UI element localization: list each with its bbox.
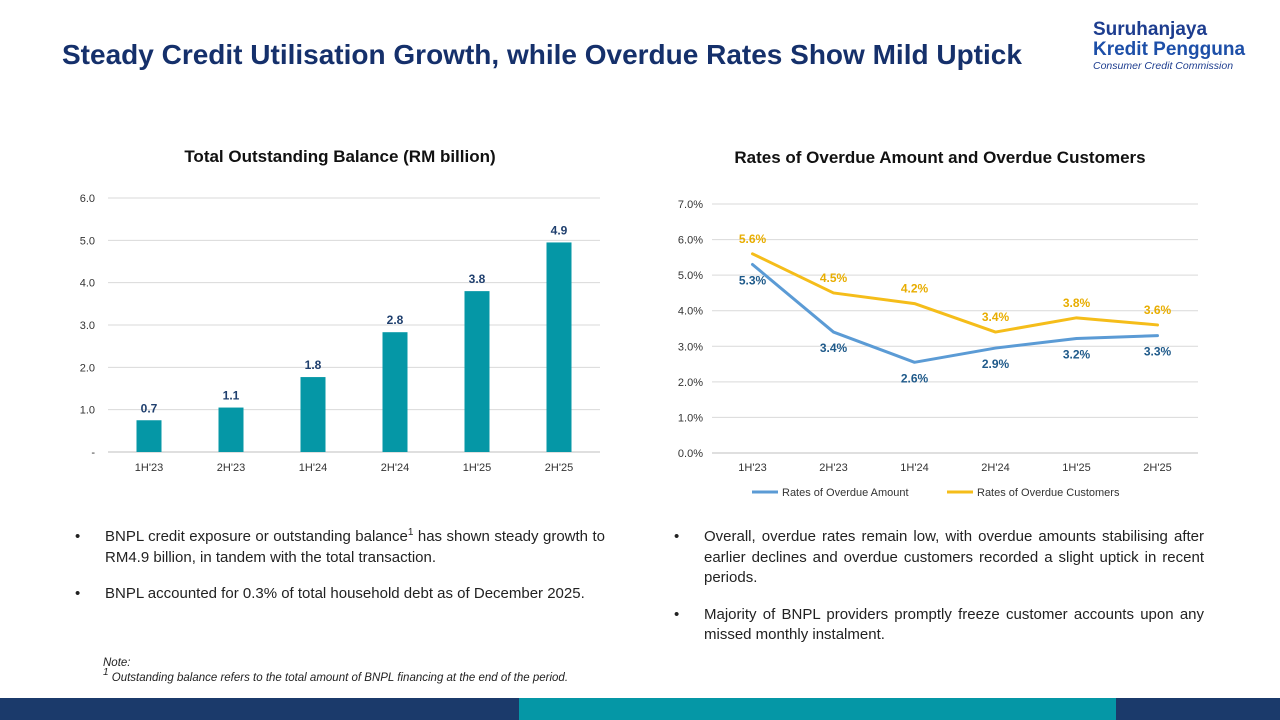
line-data-label: 4.5% — [820, 271, 848, 285]
line-data-label: 5.6% — [739, 232, 767, 246]
y-tick-label: 6.0% — [678, 235, 703, 247]
line-data-label: 2.9% — [982, 357, 1010, 371]
x-tick-label: 2H'25 — [1143, 462, 1171, 474]
page-title: Steady Credit Utilisation Growth, while … — [62, 39, 1022, 70]
line-data-label: 2.6% — [901, 371, 929, 385]
bar-data-label: 0.7 — [141, 401, 158, 415]
line-data-label: 3.6% — [1144, 303, 1172, 317]
line-chart: 0.0% 1.0% 2.0% 3.0% 4.0% 5.0% 6.0% 7.0% 1H'23 2H'… — [678, 199, 1198, 499]
y-tick-label: 3.0 — [80, 320, 95, 332]
line-data-label: 3.3% — [1144, 345, 1172, 359]
bar-data-label: 2.8 — [387, 313, 404, 327]
y-tick-label: - — [91, 447, 95, 459]
bar-data-label: 4.9 — [551, 223, 568, 237]
bar-chart: - 1.0 2.0 3.0 4.0 5.0 6.0 0.7 1H'23 1.1 2H'23 1.8 1H… — [80, 193, 600, 474]
bullet-marker: • — [75, 528, 81, 545]
legend-label: Rates of Overdue Customers — [977, 487, 1120, 499]
footnote-number: 1 — [103, 667, 109, 678]
y-tick-label: 6.0 — [80, 193, 95, 205]
footnote: Note: 1 Outstanding balance refers to th… — [103, 656, 568, 686]
y-tick-label: 4.0% — [678, 306, 703, 318]
logo: Suruhanjaya Kredit Pengguna Consumer Cre… — [1093, 20, 1263, 73]
right-bullet-1: • Overall, overdue rates remain low, wit… — [674, 527, 1204, 589]
y-tick-label: 4.0 — [80, 278, 95, 290]
footnote-text: Outstanding balance refers to the total … — [108, 672, 569, 684]
x-tick-label: 2H'23 — [819, 462, 847, 474]
left-bullet-1: • BNPL credit exposure or outstanding ba… — [75, 527, 605, 568]
y-tick-label: 1.0 — [80, 405, 95, 417]
logo-line-1: Suruhanjaya — [1093, 19, 1208, 40]
x-tick-label: 2H'23 — [217, 462, 245, 474]
footnote-heading: Note: — [103, 657, 131, 669]
line-chart-title: Rates of Overdue Amount and Overdue Cust… — [734, 148, 1146, 167]
bar-data-label: 1.8 — [305, 358, 322, 372]
right-bullet-2-text: Majority of BNPL providers promptly free… — [704, 605, 1204, 644]
bar — [218, 407, 244, 452]
line-data-label: 3.4% — [982, 310, 1010, 324]
x-tick-label: 1H'24 — [299, 462, 327, 474]
bar — [136, 420, 162, 452]
bar-data-label: 1.1 — [223, 389, 240, 403]
line-data-label: 5.3% — [739, 273, 767, 287]
line-data-label: 3.4% — [820, 341, 848, 355]
x-tick-label: 1H'25 — [1062, 462, 1090, 474]
left-bullet-2: • BNPL accounted for 0.3% of total house… — [75, 584, 605, 605]
left-bullet-list: • BNPL credit exposure or outstanding ba… — [75, 527, 605, 621]
bullet-marker: • — [674, 605, 680, 623]
right-bullet-2: • Majority of BNPL providers promptly fr… — [674, 605, 1204, 646]
y-tick-label: 2.0% — [678, 377, 703, 389]
line-data-label: 4.2% — [901, 282, 929, 296]
x-tick-label: 1H'23 — [135, 462, 163, 474]
x-tick-label: 2H'24 — [981, 462, 1009, 474]
left-bullet-1-text-b: has shown steady growth to RM4.9 billion… — [105, 528, 605, 566]
bar — [300, 377, 326, 452]
bar — [546, 242, 572, 452]
bar — [382, 332, 408, 452]
y-tick-label: 3.0% — [678, 341, 703, 353]
right-bullet-1-text: Overall, overdue rates remain low, with … — [704, 528, 1204, 586]
bar-data-label: 3.8 — [469, 272, 486, 286]
logo-line-3: Consumer Credit Commission — [1093, 60, 1234, 72]
bullet-marker: • — [674, 528, 680, 545]
x-tick-label: 2H'24 — [381, 462, 409, 474]
x-tick-label: 1H'24 — [900, 462, 928, 474]
x-tick-label: 1H'25 — [463, 462, 491, 474]
footer-segment-middle — [519, 698, 1116, 720]
footnote-body: 1 Outstanding balance refers to the tota… — [103, 668, 569, 686]
x-tick-label: 1H'23 — [738, 462, 766, 474]
y-tick-label: 0.0% — [678, 448, 703, 460]
x-tick-label: 2H'25 — [545, 462, 573, 474]
y-tick-label: 7.0% — [678, 199, 703, 211]
bar — [464, 291, 490, 452]
footer-segment-right — [1116, 698, 1280, 720]
series-line — [751, 252, 1159, 334]
legend-label: Rates of Overdue Amount — [782, 487, 909, 499]
footnote-ref: 1 — [407, 527, 414, 538]
right-bullet-list: • Overall, overdue rates remain low, wit… — [674, 527, 1204, 662]
logo-line-2: Kredit Pengguna — [1093, 39, 1246, 60]
bar-chart-title: Total Outstanding Balance (RM billion) — [184, 147, 496, 166]
left-bullet-2-text: BNPL accounted for 0.3% of total househo… — [105, 585, 585, 602]
y-tick-label: 5.0% — [678, 270, 703, 282]
y-tick-label: 5.0 — [80, 235, 95, 247]
left-bullet-1-text-a: BNPL credit exposure or outstanding bala… — [105, 528, 408, 545]
y-tick-label: 2.0 — [80, 362, 95, 374]
series-line — [751, 262, 1159, 364]
bullet-marker: • — [75, 585, 81, 602]
footer-segment-left — [0, 698, 519, 720]
line-data-label: 3.8% — [1063, 296, 1091, 310]
y-tick-label: 1.0% — [678, 412, 703, 424]
line-data-label: 3.2% — [1063, 347, 1091, 361]
footer-bar — [0, 698, 1280, 720]
